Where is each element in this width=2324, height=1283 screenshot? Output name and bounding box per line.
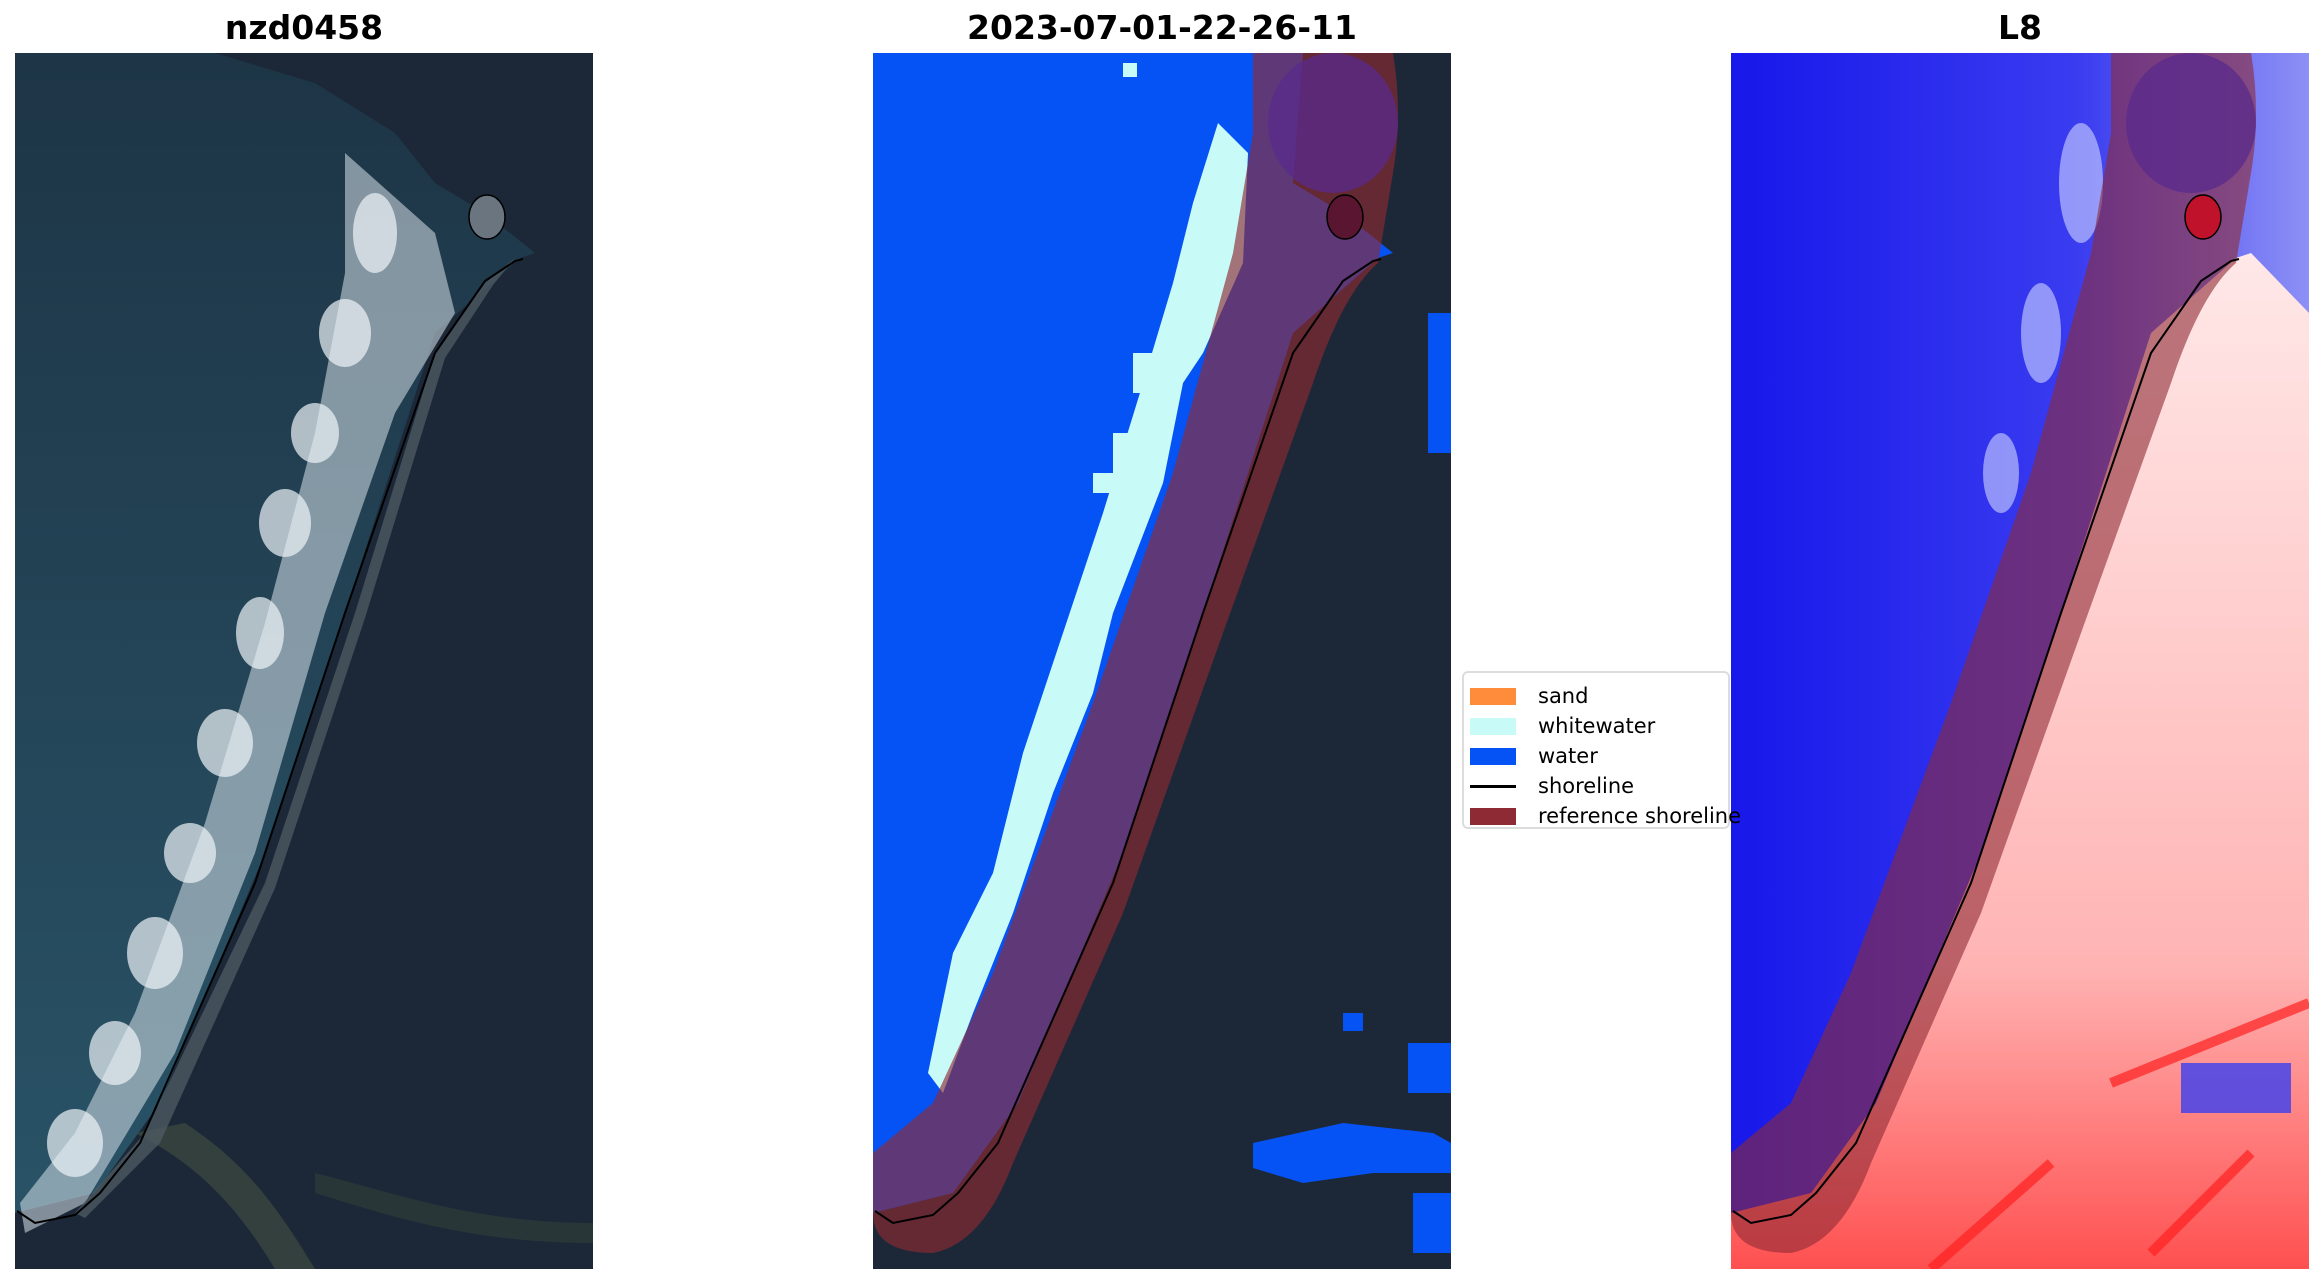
shoreline-line (874, 258, 1382, 1225)
legend-label-whitewater: whitewater (1538, 714, 1656, 738)
legend: sand whitewater water shoreline referenc… (1462, 671, 1741, 829)
index-image (1731, 53, 2309, 1269)
legend-swatch-sand (1470, 688, 1516, 705)
legend-label-shoreline: shoreline (1538, 774, 1635, 798)
legend-label-reference-shoreline: reference shoreline (1538, 804, 1742, 828)
panel-title-rgb: nzd0458 (224, 8, 384, 47)
classification-image (873, 53, 1451, 1269)
lagoon (468, 194, 506, 240)
breaking-waves (47, 193, 397, 1177)
legend-label-sand: sand (1538, 684, 1589, 708)
rgb-satellite-image (15, 53, 593, 1269)
legend-label-water: water (1538, 744, 1598, 768)
panel-title-classification: 2023-07-01-22-26-11 (967, 8, 1357, 47)
inland-water-patches (1253, 313, 1451, 1253)
whitewater-class-area (928, 63, 1248, 1093)
legend-swatch-whitewater (1470, 718, 1516, 735)
shoreline-line (1732, 258, 2240, 1225)
river-delta (135, 1123, 315, 1269)
reference-shoreline-buffer (873, 53, 1398, 1253)
surf-index-area (1983, 123, 2103, 513)
index-streaks (1927, 998, 2309, 1269)
classification-panel (873, 53, 1451, 1269)
river-channel (315, 1173, 593, 1243)
lagoon (2184, 194, 2222, 240)
legend-swatch-water (1470, 748, 1516, 765)
reference-shoreline-buffer-top (2126, 53, 2256, 193)
rgb-image-panel (15, 53, 593, 1269)
legend-swatch-reference-shoreline (1470, 808, 1516, 825)
reference-shoreline-buffer-top (1268, 53, 1398, 193)
inland-water-index (2181, 1063, 2291, 1113)
lagoon (1326, 194, 1364, 240)
panel-title-index: L8 (1998, 8, 2042, 47)
reference-shoreline-buffer (1731, 53, 2256, 1253)
index-panel (1731, 53, 2309, 1269)
land-area (15, 53, 593, 1269)
surf-zone (20, 153, 455, 1233)
shoreline-line (16, 258, 524, 1225)
legend-swatch-shoreline (1470, 785, 1516, 788)
